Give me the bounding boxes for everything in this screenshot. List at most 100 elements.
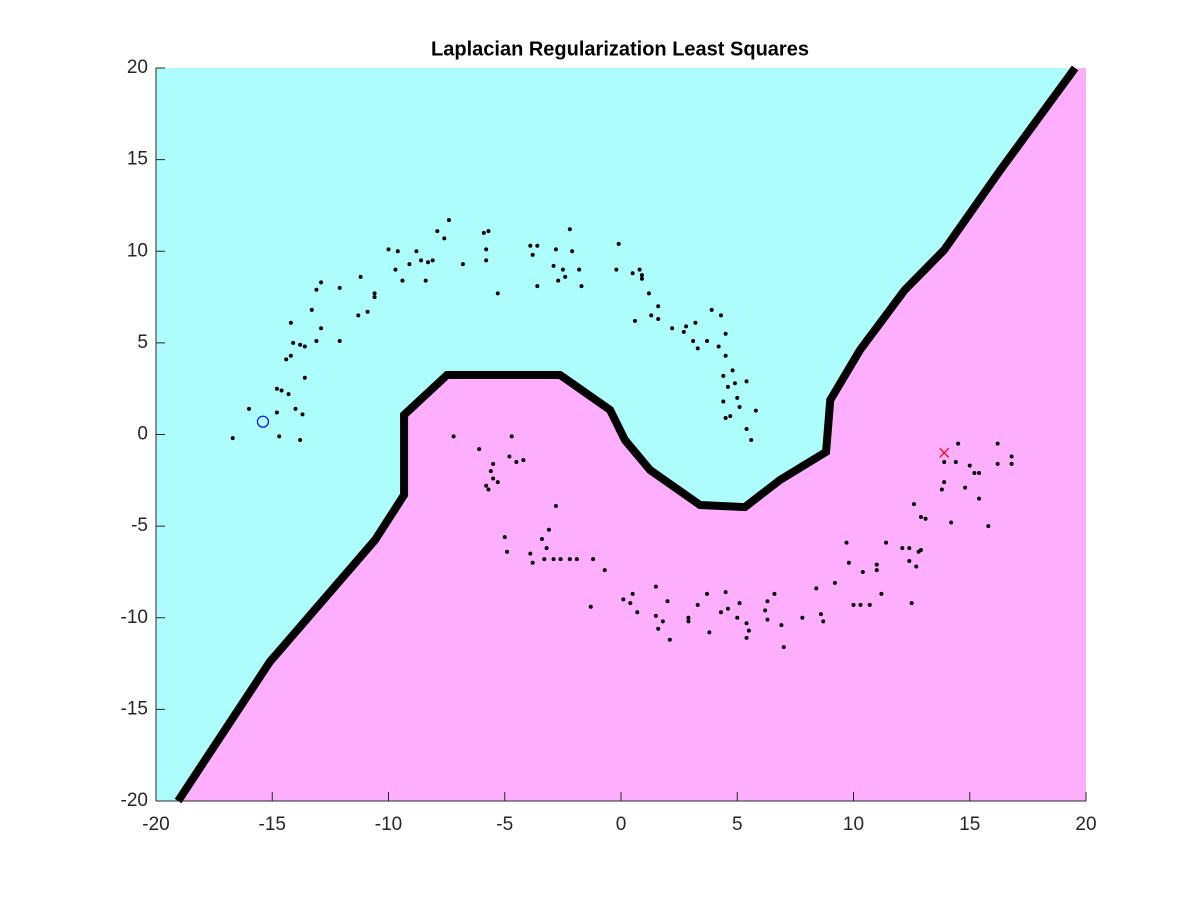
data-point bbox=[844, 540, 849, 545]
data-point bbox=[858, 602, 863, 607]
data-point bbox=[542, 557, 547, 562]
data-point bbox=[481, 230, 486, 235]
data-point bbox=[732, 381, 737, 386]
data-point bbox=[907, 546, 912, 551]
data-point bbox=[300, 412, 305, 417]
data-point bbox=[407, 262, 412, 267]
data-point bbox=[639, 273, 644, 278]
y-tick-label: 15 bbox=[127, 149, 148, 170]
data-point bbox=[956, 441, 961, 446]
data-point bbox=[723, 590, 728, 595]
data-point bbox=[230, 436, 235, 441]
data-point bbox=[1009, 461, 1014, 466]
data-point bbox=[660, 619, 665, 624]
data-point bbox=[505, 549, 510, 554]
data-point bbox=[695, 346, 700, 351]
y-tick-label: 0 bbox=[137, 424, 148, 445]
data-point bbox=[963, 485, 968, 490]
data-point bbox=[423, 278, 428, 283]
data-point bbox=[495, 480, 500, 485]
data-point bbox=[639, 276, 644, 281]
data-point bbox=[725, 384, 730, 389]
data-point bbox=[686, 615, 691, 620]
data-point bbox=[821, 619, 826, 624]
data-point bbox=[393, 267, 398, 272]
data-point bbox=[560, 267, 565, 272]
data-point bbox=[914, 564, 919, 569]
data-point bbox=[567, 557, 572, 562]
data-point bbox=[530, 252, 535, 257]
data-point bbox=[286, 392, 291, 397]
data-point bbox=[372, 295, 377, 300]
data-point bbox=[814, 586, 819, 591]
data-point bbox=[556, 278, 561, 283]
data-point bbox=[744, 621, 749, 626]
data-point bbox=[744, 635, 749, 640]
data-point bbox=[528, 551, 533, 556]
data-point bbox=[577, 267, 582, 272]
data-point bbox=[705, 591, 710, 596]
data-point bbox=[567, 227, 572, 232]
data-point bbox=[635, 610, 640, 615]
data-point bbox=[574, 557, 579, 562]
data-point bbox=[488, 469, 493, 474]
data-point bbox=[874, 568, 879, 573]
data-point bbox=[358, 274, 363, 279]
data-point bbox=[667, 637, 672, 642]
data-point bbox=[656, 626, 661, 631]
data-point bbox=[298, 342, 303, 347]
data-point bbox=[656, 304, 661, 309]
data-point bbox=[695, 602, 700, 607]
data-point bbox=[614, 267, 619, 272]
data-point bbox=[730, 368, 735, 373]
data-point bbox=[602, 568, 607, 573]
data-point bbox=[900, 546, 905, 551]
data-point bbox=[630, 271, 635, 276]
data-point bbox=[646, 291, 651, 296]
data-point bbox=[486, 487, 491, 492]
data-point bbox=[414, 249, 419, 254]
data-point bbox=[967, 463, 972, 468]
data-point bbox=[419, 258, 424, 263]
labeled-point bbox=[256, 415, 270, 428]
data-point bbox=[426, 260, 431, 265]
data-point bbox=[939, 487, 944, 492]
x-tick-label: 20 bbox=[1075, 814, 1096, 835]
data-point bbox=[435, 229, 440, 234]
chart-title: Laplacian Regularization Least Squares bbox=[431, 38, 809, 60]
data-point bbox=[916, 549, 921, 554]
data-point bbox=[530, 560, 535, 565]
data-point bbox=[923, 516, 928, 521]
data-point bbox=[735, 395, 740, 400]
data-point bbox=[716, 344, 721, 349]
data-point bbox=[753, 408, 758, 413]
x-tick-label: -15 bbox=[259, 814, 286, 835]
data-point bbox=[570, 249, 575, 254]
data-point bbox=[637, 267, 642, 272]
data-point bbox=[274, 386, 279, 391]
data-point bbox=[484, 258, 489, 263]
data-point bbox=[319, 280, 324, 285]
data-point bbox=[365, 309, 370, 314]
data-point bbox=[579, 284, 584, 289]
data-point bbox=[781, 645, 786, 650]
data-point bbox=[551, 557, 556, 562]
data-point bbox=[907, 558, 912, 563]
data-point bbox=[451, 434, 456, 439]
data-point bbox=[514, 459, 519, 464]
data-point bbox=[772, 591, 777, 596]
y-tick-label: 10 bbox=[127, 240, 148, 261]
data-point bbox=[977, 470, 982, 475]
data-point bbox=[563, 274, 568, 279]
data-point bbox=[653, 613, 658, 618]
y-tick-label: 5 bbox=[137, 332, 148, 353]
data-point bbox=[725, 606, 730, 611]
data-point bbox=[763, 608, 768, 613]
data-point bbox=[665, 599, 670, 604]
data-point bbox=[630, 591, 635, 596]
data-point bbox=[553, 503, 558, 508]
data-point bbox=[288, 353, 293, 358]
data-point bbox=[737, 601, 742, 606]
data-point bbox=[446, 218, 451, 223]
data-point bbox=[430, 258, 435, 263]
